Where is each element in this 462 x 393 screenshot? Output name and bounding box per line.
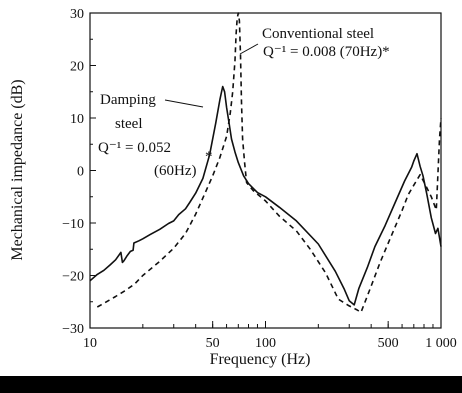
x-tick-label: 10 <box>83 336 97 351</box>
annotation-damping-q: Q⁻¹ = 0.052 <box>98 140 171 156</box>
plot-frame <box>89 12 442 329</box>
y-tick-label: 10 <box>70 112 84 127</box>
annotation-conventional-leader <box>239 43 259 55</box>
x-tick-label: 100 <box>255 336 276 351</box>
annotation-conventional-q: Q⁻¹ = 0.008 (70Hz)* <box>263 44 390 60</box>
y-axis-ticks: 30 20 10 0 −10 −20 −30 <box>62 7 96 337</box>
x-tick-label: 1 000 <box>425 336 457 351</box>
plot-border <box>89 12 442 329</box>
annotation-damping-star: * <box>205 149 213 165</box>
bottom-black-bar <box>0 376 462 393</box>
series-line-conventional-steel <box>96 12 442 314</box>
y-tick-label: −30 <box>62 322 84 337</box>
y-axis-label: Mechanical impedance (dB) <box>9 79 26 260</box>
y-tick-label: 30 <box>70 7 84 22</box>
annotation-damping-leader <box>164 99 204 108</box>
y-tick-label: −20 <box>62 270 84 285</box>
y-tick-label: 0 <box>77 165 84 180</box>
annotation-damping-freq: (60Hz) <box>154 163 196 179</box>
annotation-damping-name-2: steel <box>115 116 143 132</box>
series-group <box>89 12 442 314</box>
annotation-conventional-name: Conventional steel <box>262 26 374 42</box>
x-tick-label: 500 <box>378 336 399 351</box>
y-tick-label: 20 <box>70 60 84 75</box>
x-axis-label: Frequency (Hz) <box>210 351 311 368</box>
x-axis-ticks: 10 50 100 500 1 000 <box>83 321 457 351</box>
y-tick-label: −10 <box>62 217 84 232</box>
series-line-damping-steel <box>89 85 442 306</box>
annotation-damping-name: Damping <box>100 92 156 108</box>
x-tick-label: 50 <box>206 336 220 351</box>
